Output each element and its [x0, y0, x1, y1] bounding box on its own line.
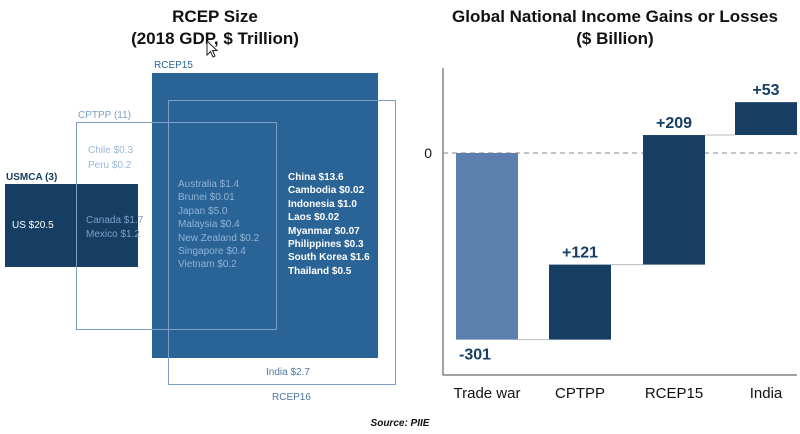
bar-rcep15	[643, 135, 705, 265]
usmca-box	[5, 184, 138, 267]
category-label-india: India	[750, 385, 783, 402]
cptpp-member-canada: Canada $1.7	[86, 215, 144, 226]
overlap-member-singapore: Singapore $0.4	[178, 246, 246, 258]
rcep16-outline	[168, 100, 396, 385]
left-title-line2: (2018 GDP, $ Trillion)	[131, 29, 299, 48]
rcep15-label: RCEP15	[154, 60, 193, 71]
right-title-line2: ($ Billion)	[576, 29, 654, 48]
value-label-trade-war: -301	[459, 347, 491, 364]
overlap-member-japan: Japan $5.0	[178, 205, 228, 217]
usmca-label: USMCA (3)	[6, 172, 58, 183]
value-label-rcep15: +209	[656, 115, 692, 132]
rcep-member-china: China $13.6	[288, 172, 344, 183]
bar-india	[735, 102, 797, 136]
overlap-member-australia: Australia $1.4	[178, 179, 240, 190]
category-label-trade-war: Trade war	[454, 385, 521, 402]
rcep-member-myanmar: Myanmar $0.07	[288, 225, 360, 237]
rcep-member-south-korea: South Korea $1.6	[288, 252, 370, 264]
value-label-cptpp: +121	[562, 245, 598, 262]
mouse-cursor-icon	[206, 40, 218, 58]
usmca-member-us: US $20.5	[12, 220, 54, 231]
rcep15-box	[152, 73, 378, 358]
rcep-member-philippines: Philippines $0.3	[288, 239, 364, 251]
rcep-member-laos: Laos $0.02	[288, 212, 340, 224]
right-title-line1: Global National Income Gains or Losses	[452, 7, 778, 26]
cptpp-member-chile: Chile $0.3	[88, 145, 134, 156]
bar-trade-war	[456, 153, 518, 340]
cptpp-member-peru: Peru $0.2	[88, 160, 132, 171]
rcep16-label: RCEP16	[272, 392, 311, 403]
value-label-india: +53	[752, 82, 779, 99]
cptpp-member-mexico: Mexico $1.2	[86, 229, 140, 240]
overlap-members-list: Australia $1.4 Brunei $0.01 Japan $5.0 M…	[178, 178, 259, 272]
category-label-cptpp: CPTPP	[555, 385, 605, 402]
rcep-member-thailand: Thailand $0.5	[288, 265, 352, 277]
cptpp-outline	[76, 122, 277, 330]
rcep-member-indonesia: Indonesia $1.0	[288, 198, 357, 210]
overlap-member-new-zealand: New Zealand $0.2	[178, 232, 260, 244]
left-title-line1: RCEP Size	[172, 7, 258, 26]
category-label-rcep15: RCEP15	[645, 385, 703, 402]
zero-tick-label: 0	[424, 145, 432, 161]
rcep16-member-india: India $2.7	[266, 367, 310, 378]
right-chart-title: Global National Income Gains or Losses (…	[430, 6, 800, 50]
rcep-members-list: China $13.6 Cambodia $0.02 Indonesia $1.…	[288, 171, 370, 278]
overlap-member-brunei: Brunei $0.01	[178, 192, 235, 204]
bar-cptpp	[549, 264, 611, 340]
rcep-member-cambodia: Cambodia $0.02	[288, 185, 365, 197]
cptpp-label: CPTPP (11)	[78, 110, 131, 121]
source-note: Source: PIIE	[370, 418, 430, 429]
overlap-member-vietnam: Vietnam $0.2	[178, 259, 237, 271]
left-chart-title: RCEP Size (2018 GDP, $ Trillion)	[80, 6, 350, 50]
overlap-member-malaysia: Malaysia $0.4	[178, 219, 240, 231]
